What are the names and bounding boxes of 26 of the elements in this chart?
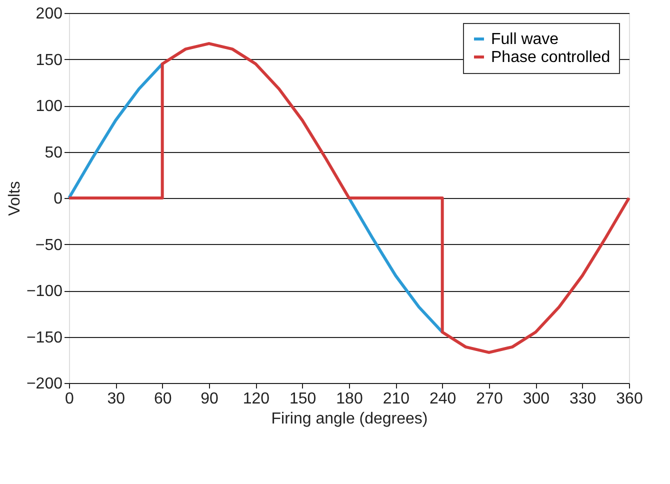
x-tick-label: 60 — [154, 390, 172, 408]
y-tick-label: 50 — [44, 144, 63, 162]
x-axis-title: Firing angle (degrees) — [271, 410, 428, 428]
x-tick-label: 360 — [616, 390, 643, 408]
y-tick-label: 100 — [36, 98, 63, 115]
x-tick-label: 30 — [107, 390, 126, 408]
x-tick-label: 300 — [522, 390, 550, 408]
legend-label: Full wave — [491, 31, 559, 48]
x-tick-label: 270 — [476, 390, 503, 408]
y-tick-label: 0 — [54, 190, 63, 208]
y-tick-label: −200 — [26, 376, 63, 392]
x-tick-label: 210 — [382, 390, 410, 408]
x-tick-label: 90 — [200, 390, 218, 408]
x-tick-label: 120 — [242, 390, 270, 408]
x-tick-label: 150 — [289, 390, 316, 408]
legend-label: Phase controlled — [491, 49, 610, 66]
x-tick-label: 0 — [65, 390, 74, 408]
x-tick-label: 330 — [569, 390, 596, 408]
y-axis-title: Volts — [6, 181, 24, 216]
y-tick-label: 200 — [36, 6, 63, 22]
y-tick-label: −50 — [35, 236, 63, 254]
y-tick-label: −150 — [26, 329, 63, 346]
x-tick-label: 240 — [429, 390, 456, 408]
y-tick-label: −100 — [26, 283, 63, 300]
x-tick-label: 180 — [336, 390, 363, 408]
y-tick-label: 150 — [36, 52, 63, 69]
